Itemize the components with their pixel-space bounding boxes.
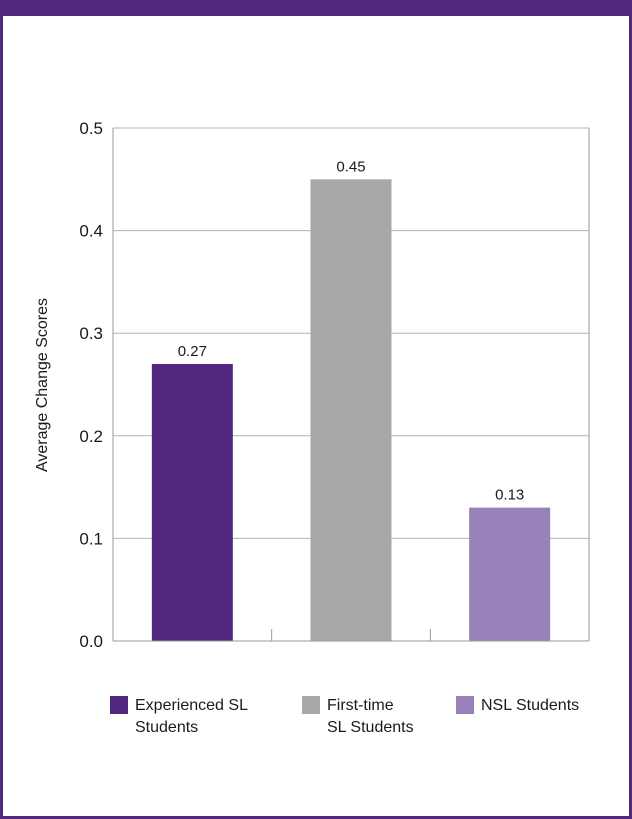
legend-item: Experienced SL Students (110, 696, 248, 736)
bar (151, 363, 233, 641)
legend-label: NSL Students (481, 697, 579, 714)
bar (310, 179, 392, 642)
y-tick-label: 0.2 (79, 427, 103, 446)
legend-swatch (110, 696, 128, 714)
legend: Experienced SL Students First-time SL Stude… (110, 696, 579, 736)
legend-swatch (456, 696, 474, 714)
header-bar (0, 0, 632, 16)
data-label: 0.27 (178, 343, 207, 360)
y-tick-labels: 0.0 0.1 0.2 0.3 0.4 0.5 (79, 119, 103, 651)
axes (112, 128, 590, 642)
legend-label: First-time (327, 697, 394, 714)
y-axis-title: Average Change Scores (34, 298, 51, 472)
data-label: 0.45 (336, 158, 365, 175)
legend-swatch (302, 696, 320, 714)
y-tick-label: 0.3 (79, 324, 103, 343)
legend-item: First-time SL Students (302, 696, 414, 736)
bar (469, 507, 551, 641)
data-label: 0.13 (495, 487, 524, 504)
y-tick-label: 0.0 (79, 632, 103, 651)
legend-label: Students (135, 719, 198, 736)
legend-item: NSL Students (456, 696, 579, 714)
legend-label: SL Students (327, 719, 414, 736)
y-tick-label: 0.1 (79, 529, 103, 548)
bars (151, 179, 551, 642)
legend-label: Experienced SL (135, 697, 248, 714)
data-labels: 0.27 0.45 0.13 (178, 158, 525, 503)
y-tick-label: 0.5 (79, 119, 103, 138)
y-tick-label: 0.4 (79, 222, 103, 241)
